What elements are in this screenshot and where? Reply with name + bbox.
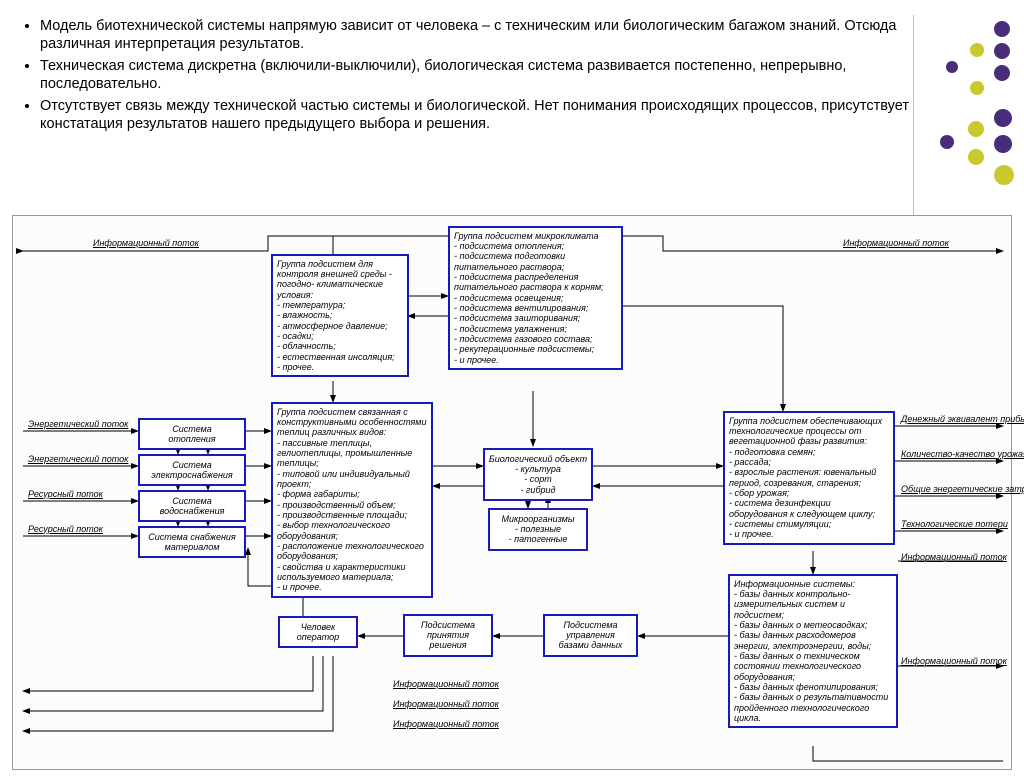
label-info-flow: Информационный поток xyxy=(843,238,949,248)
decor-dot xyxy=(968,149,984,165)
box-water: Системаводоснабжения xyxy=(138,490,246,523)
decor-dot xyxy=(994,165,1014,185)
box-micro-text: Группа подсистем микроклимата- подсистем… xyxy=(454,231,604,365)
box-decision: Подсистемапринятиярешения xyxy=(403,614,493,657)
box-info: Информационные системы:- базы данных кон… xyxy=(728,574,898,729)
label-info-flow: Информационный поток xyxy=(393,699,499,709)
box-db: Подсистемауправлениябазами данных xyxy=(543,614,638,657)
box-micro: Группа подсистем микроклимата- подсистем… xyxy=(448,226,623,370)
box-env-text: Группа подсистем для контроля внешней ср… xyxy=(277,259,395,372)
label-money: Денежный эквивалент прибыли xyxy=(901,414,1024,424)
label-energy: Энергетический поток xyxy=(28,419,128,429)
decor-dots xyxy=(924,17,1014,187)
bullet-item: Модель биотехнической системы напрямую з… xyxy=(40,17,944,53)
system-diagram: Информационный поток Информационный пото… xyxy=(12,215,1012,770)
label-info-flow: Информационный поток xyxy=(901,552,1007,562)
label-info-flow: Информационный поток xyxy=(393,679,499,689)
decor-dot xyxy=(994,65,1010,81)
label-qty: Количество-качество урожая xyxy=(901,449,1024,459)
box-bio: Биологический объект- культура- сорт- ги… xyxy=(483,448,593,501)
label-info-flow: Информационный поток xyxy=(901,656,1007,666)
box-power: Системаэлектроснабжения xyxy=(138,454,246,487)
label-info-flow: Информационный поток xyxy=(393,719,499,729)
decor-dot xyxy=(946,61,958,73)
decor-dot xyxy=(994,135,1012,153)
label-info-flow: Информационный поток xyxy=(93,238,199,248)
box-env: Группа подсистем для контроля внешней ср… xyxy=(271,254,409,378)
box-tech-text: Группа подсистем обеспечивающих технолог… xyxy=(729,416,882,540)
box-materials: Система снабженияматериалом xyxy=(138,526,246,559)
label-ecost: Общие энергетические затраты xyxy=(901,484,1024,494)
label-resource: Ресурсный поток xyxy=(28,489,103,499)
box-heating: Системаотопления xyxy=(138,418,246,451)
box-constr: Группа подсистем связанная с конструктив… xyxy=(271,402,433,598)
box-info-text: Информационные системы:- базы данных кон… xyxy=(734,579,888,723)
label-loss: Технологические потери xyxy=(901,519,1008,529)
label-resource: Ресурсный поток xyxy=(28,524,103,534)
decor-dot xyxy=(994,21,1010,37)
decor-dot xyxy=(970,43,984,57)
bullet-item: Техническая система дискретна (включили-… xyxy=(40,57,944,93)
bullet-list: Модель биотехнической системы напрямую з… xyxy=(0,15,1024,144)
box-constr-text: Группа подсистем связанная с конструктив… xyxy=(277,407,426,593)
decor-dot xyxy=(940,135,954,149)
label-energy: Энергетический поток xyxy=(28,454,128,464)
bullet-item: Отсутствует связь между технической част… xyxy=(40,97,944,133)
box-microorg: Микроорганизмы- полезные- патогенные xyxy=(488,508,588,551)
decor-dot xyxy=(994,109,1012,127)
decor-dot xyxy=(994,43,1010,59)
box-tech: Группа подсистем обеспечивающих технолог… xyxy=(723,411,895,545)
box-operator: Человекоператор xyxy=(278,616,358,649)
decor-divider xyxy=(913,15,914,215)
decor-dot xyxy=(968,121,984,137)
decor-dot xyxy=(970,81,984,95)
